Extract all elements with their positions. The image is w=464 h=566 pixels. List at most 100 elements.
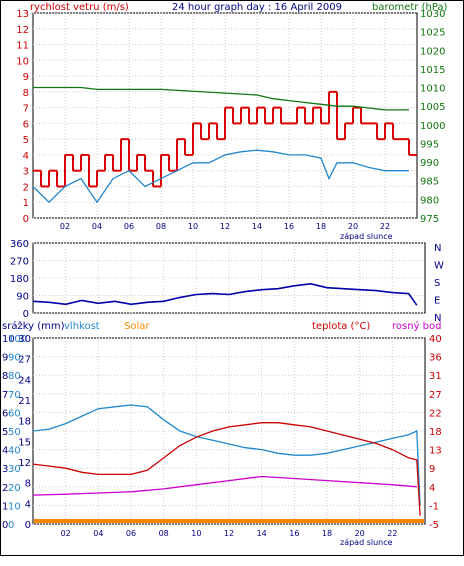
solar-tick-label: 0 xyxy=(25,520,31,531)
temperature-ticks: -5 -1 4 9 13 18 22 27 31 36 40 xyxy=(429,334,442,531)
pressure-tick-label: 1025 xyxy=(420,28,445,39)
rain-tick-label: 0 xyxy=(2,520,8,531)
pressure-tick-label: 980 xyxy=(420,195,439,206)
rain-bar xyxy=(34,519,424,523)
solar-tick-label: 12 xyxy=(18,458,31,469)
x-tick-label: 18 xyxy=(322,529,332,538)
wind-tick-label: 1 xyxy=(23,198,29,209)
wind-tick-label: 0 xyxy=(23,214,29,225)
direction-panel-grid xyxy=(33,242,425,314)
wind-tick-label: 5 xyxy=(23,135,29,146)
solar-tick-label: 8 xyxy=(25,479,31,490)
direction-tick-label: 0 xyxy=(23,309,29,320)
direction-tick-label: 180 xyxy=(10,274,29,285)
chart-title: 24 hour graph day : 16 April 2009 xyxy=(172,2,342,13)
temp-panel-series xyxy=(32,404,424,523)
rain-tick-label: 9 xyxy=(2,353,8,364)
humidity-tick-label: 20 xyxy=(8,483,21,494)
wind-tick-label: 12 xyxy=(16,25,29,36)
pressure-tick-label: 975 xyxy=(420,214,439,225)
x-tick-label: 04 xyxy=(93,529,103,538)
direction-panel-series xyxy=(32,282,418,306)
pressure-tick-label: 990 xyxy=(420,158,439,169)
x-tick-label: 16 xyxy=(289,529,299,538)
solar-tick-label: 21 xyxy=(18,396,31,407)
humidity-tick-label: 80 xyxy=(8,371,21,382)
rain-tick-label: 5 xyxy=(2,427,8,438)
solar-tick-label: 30 xyxy=(18,334,31,345)
humidity-tick-label: 50 xyxy=(8,427,21,438)
compass-letter: W xyxy=(434,261,444,272)
temperature-tick-label: 40 xyxy=(429,334,442,345)
humidity-line xyxy=(32,404,421,506)
legend-solar: Solar xyxy=(124,321,150,332)
compass-letter: E xyxy=(434,296,440,307)
x-tick-label: 08 xyxy=(159,529,169,538)
rain-tick-label: 2 xyxy=(2,483,8,494)
solar-tick-label: 27 xyxy=(18,355,31,366)
legend-rain: srážky (mm) xyxy=(2,320,65,332)
solar-tick-label: 15 xyxy=(18,437,31,448)
sunset-label-1: západ slunce xyxy=(340,232,393,241)
x-tick-label: 10 xyxy=(188,222,198,231)
humidity-tick-label: 10 xyxy=(8,501,21,512)
compass-letter: N xyxy=(434,313,441,324)
wind-tick-label: 6 xyxy=(23,119,29,130)
pressure-axis-label: barometr (hPa) xyxy=(372,2,448,13)
wind-panel-series xyxy=(32,86,417,204)
temperature-tick-label: -5 xyxy=(429,520,439,531)
x-tick-label: 16 xyxy=(284,222,294,231)
x-tick-label: 12 xyxy=(220,222,230,231)
pressure-tick-label: 1020 xyxy=(420,46,445,57)
humidity-tick-label: 0 xyxy=(8,520,14,531)
humidity-tick-label: 40 xyxy=(8,446,21,457)
wind-tick-label: 8 xyxy=(23,88,29,99)
wind-tick-label: 11 xyxy=(16,41,29,52)
direction-line xyxy=(32,282,418,306)
x-tick-label: 06 xyxy=(124,222,134,231)
wind-panel-x-ticks: 02 04 06 08 10 12 14 16 18 20 22 xyxy=(60,222,390,231)
direction-tick-label: 270 xyxy=(10,257,29,268)
solar-tick-label: 4 xyxy=(25,499,31,510)
x-tick-label: 18 xyxy=(316,222,326,231)
wind-axis-label: rychlost vetru (m/s) xyxy=(30,2,129,13)
solar-tick-label: 24 xyxy=(18,375,31,386)
x-tick-label: 14 xyxy=(252,222,262,231)
legend-temperature: teplota (°C) xyxy=(312,321,370,332)
legend-dew-point: rosný bod xyxy=(392,320,441,332)
humidity-tick-label: 30 xyxy=(8,464,21,475)
humidity-tick-label: 70 xyxy=(8,390,21,401)
direction-tick-label: 360 xyxy=(10,239,29,250)
pressure-tick-label: 985 xyxy=(420,177,439,188)
pressure-tick-label: 1000 xyxy=(420,121,445,132)
direction-ticks: 0 90 180 270 360 xyxy=(10,239,29,320)
compass-letter: N xyxy=(434,243,441,254)
x-tick-label: 22 xyxy=(387,529,397,538)
temperature-tick-label: 18 xyxy=(429,427,442,438)
wind-tick-label: 13 xyxy=(16,9,29,20)
temperature-line xyxy=(32,422,421,516)
x-tick-label: 06 xyxy=(126,529,136,538)
pressure-tick-label: 1015 xyxy=(420,65,445,76)
wind-average-line xyxy=(32,149,409,204)
humidity-ticks: 0 10 20 30 40 50 60 70 80 90 100 xyxy=(8,334,27,531)
pressure-tick-label: 995 xyxy=(420,139,439,150)
temperature-tick-label: -1 xyxy=(429,501,439,512)
pressure-tick-label: 1030 xyxy=(420,9,445,20)
humidity-tick-label: 60 xyxy=(8,408,21,419)
x-tick-label: 02 xyxy=(61,529,71,538)
solar-ticks: 0 4 8 12 15 18 21 24 27 30 xyxy=(18,334,31,531)
temperature-tick-label: 36 xyxy=(429,353,442,364)
temperature-tick-label: 31 xyxy=(429,371,442,382)
rain-tick-label: 7 xyxy=(2,390,8,401)
rain-tick-label: 6 xyxy=(2,408,8,419)
temperature-tick-label: 4 xyxy=(429,483,435,494)
rain-tick-label: 3 xyxy=(2,464,8,475)
wind-tick-label: 3 xyxy=(23,167,29,178)
temperature-tick-label: 9 xyxy=(429,464,435,475)
temp-panel-grid xyxy=(33,337,425,525)
